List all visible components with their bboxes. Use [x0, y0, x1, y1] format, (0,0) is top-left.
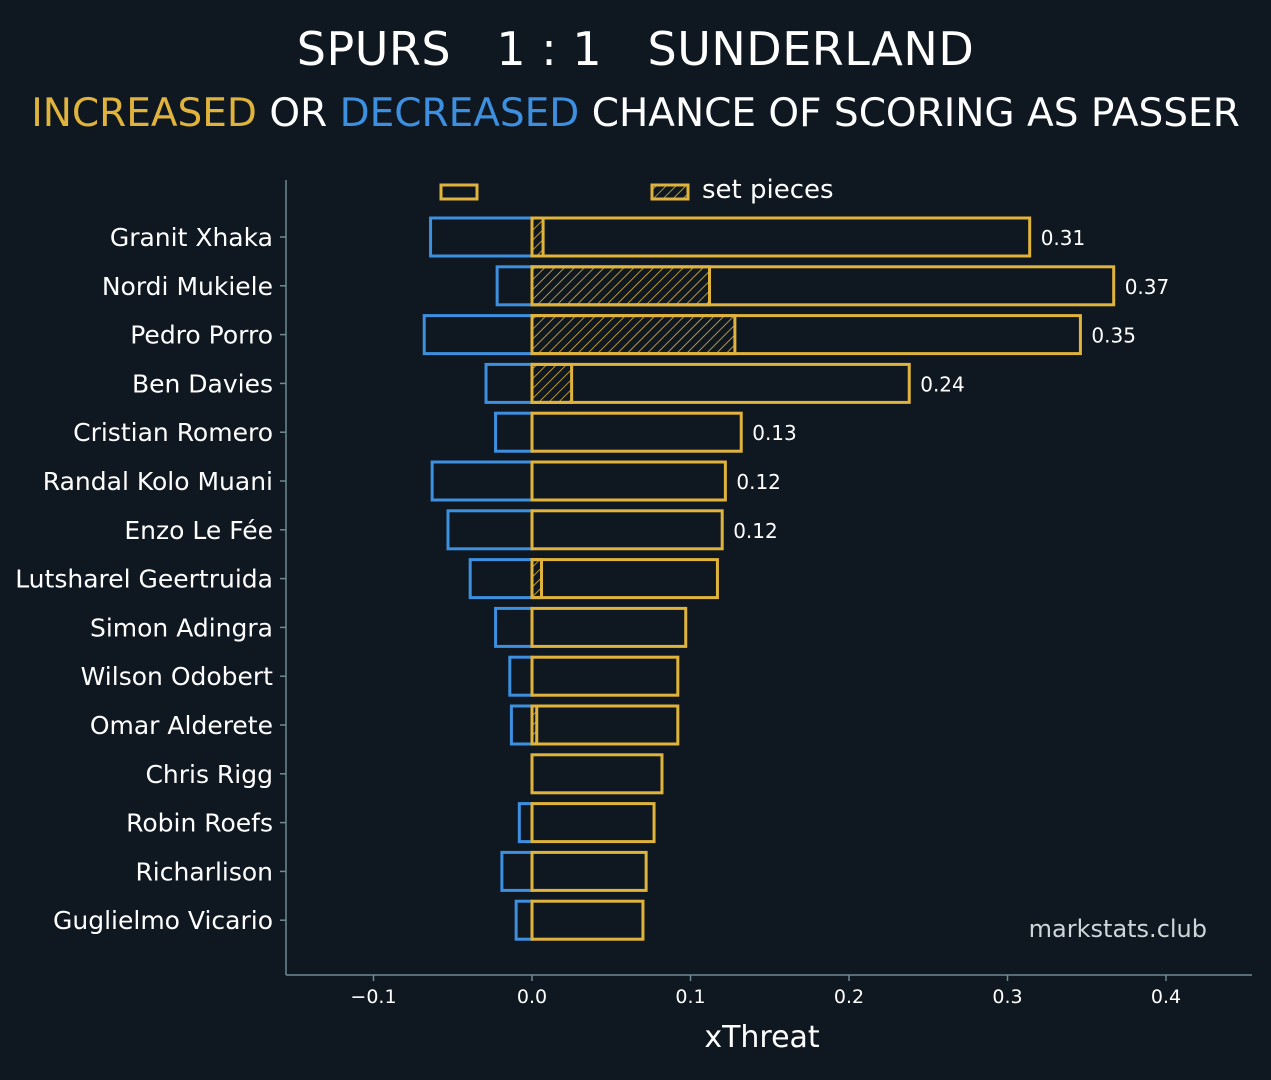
increased-bar — [530, 704, 680, 746]
decreased-bar — [430, 460, 534, 502]
decreased-bar — [484, 362, 534, 404]
increased-bar — [530, 558, 719, 600]
decreased-bar — [500, 850, 534, 892]
subtitle-increased: INCREASED — [31, 91, 257, 136]
data-label: 0.37 — [1125, 275, 1170, 299]
legend-outline-swatch — [439, 183, 479, 201]
increased-bar — [530, 753, 664, 795]
set-piece-bar — [530, 265, 712, 307]
x-tick-label: 0.1 — [675, 986, 705, 1008]
y-tick-label: Enzo Le Fée — [124, 516, 273, 545]
increased-bar — [530, 606, 688, 648]
increased-bar — [530, 460, 727, 502]
y-tick-label: Simon Adingra — [90, 613, 273, 642]
decreased-bar — [514, 899, 534, 941]
y-tick-label: Ben Davies — [132, 369, 273, 398]
chart-subtitle: INCREASED OR DECREASED CHANCE OF SCORING… — [0, 91, 1271, 136]
increased-bar — [530, 265, 1116, 307]
data-label: 0.12 — [736, 470, 781, 494]
increased-bar — [530, 216, 1032, 258]
x-tick-label: 0.4 — [1151, 986, 1181, 1008]
watermark-text: markstats.club — [1029, 915, 1207, 943]
increased-bar — [530, 802, 656, 844]
data-label: 0.13 — [752, 421, 797, 445]
y-tick-label: Lutsharel Geertruida — [15, 565, 273, 594]
increased-bar — [530, 314, 1082, 356]
y-tick-label: Cristian Romero — [73, 418, 273, 447]
set-piece-bar — [530, 314, 737, 356]
subtitle-or: OR — [256, 91, 340, 136]
data-label: 0.12 — [733, 519, 778, 543]
decreased-bar — [517, 802, 534, 844]
decreased-bar — [446, 509, 534, 551]
y-tick-label: Robin Roefs — [126, 809, 273, 838]
data-label: 0.31 — [1041, 226, 1086, 250]
decreased-bar — [494, 606, 534, 648]
decreased-bar — [495, 265, 534, 307]
legend-label-set-pieces: set pieces — [702, 175, 834, 205]
decreased-bar — [509, 704, 534, 746]
y-tick-label: Nordi Mukiele — [102, 272, 273, 301]
y-tick-label: Randal Kolo Muani — [43, 467, 273, 496]
decreased-bar — [429, 216, 534, 258]
x-tick-label: 0.3 — [992, 986, 1022, 1008]
decreased-bar — [468, 558, 534, 600]
increased-bar — [530, 509, 724, 551]
subtitle-decreased: DECREASED — [339, 91, 580, 136]
chart-title: SPURS 1 : 1 SUNDERLAND — [296, 22, 975, 76]
y-tick-label: Wilson Odobert — [81, 662, 274, 691]
data-label: 0.35 — [1091, 324, 1136, 348]
increased-bar — [530, 411, 743, 453]
increased-bar — [530, 362, 911, 404]
data-label: 0.24 — [920, 372, 965, 396]
increased-bar — [530, 850, 648, 892]
y-tick-label: Omar Alderete — [90, 711, 273, 740]
x-tick-label: −0.1 — [350, 986, 396, 1008]
subtitle-rest: CHANCE OF SCORING AS PASSER — [579, 91, 1240, 136]
y-tick-label: Granit Xhaka — [110, 223, 273, 252]
set-piece-bar — [530, 216, 545, 258]
x-tick-label: 0.0 — [517, 986, 547, 1008]
x-tick-label: 0.2 — [834, 986, 864, 1008]
decreased-bar — [494, 411, 534, 453]
y-tick-label: Pedro Porro — [130, 321, 273, 350]
y-tick-label: Richarlison — [135, 857, 273, 886]
x-axis-label: xThreat — [704, 1020, 820, 1055]
y-tick-label: Guglielmo Vicario — [53, 906, 273, 935]
decreased-bar — [422, 314, 534, 356]
increased-bar — [530, 899, 645, 941]
set-piece-bar — [530, 362, 574, 404]
y-tick-label: Chris Rigg — [145, 760, 273, 789]
decreased-bar — [508, 655, 534, 697]
legend-hatched-swatch — [650, 183, 690, 201]
increased-bar — [530, 655, 680, 697]
